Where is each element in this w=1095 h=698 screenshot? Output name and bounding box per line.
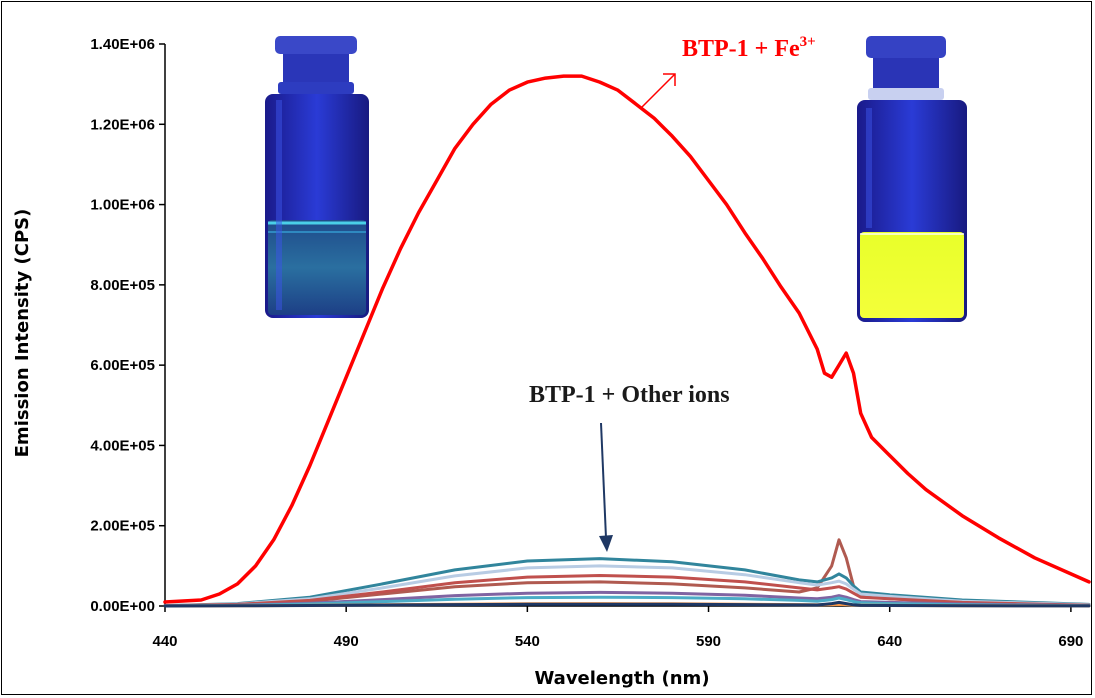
series-line-8: [163, 600, 1091, 608]
x-tick-label: 490: [334, 633, 359, 650]
y-axis-title: Emission Intensity (CPS): [12, 209, 33, 458]
series-line-6: [163, 595, 1091, 608]
y-tick-label: 0.00E+00: [90, 598, 155, 615]
annotation-fe: BTP-1 + Fe3+: [682, 34, 816, 62]
y-tick-label: 8.00E+05: [90, 277, 155, 294]
y-tick-label: 1.40E+06: [90, 36, 155, 53]
x-tick-label: 590: [696, 633, 721, 650]
annotation-other-arrowhead: [599, 535, 613, 552]
series-line-2: [163, 557, 1091, 608]
annotation-fe-text: BTP-1 + Fe: [682, 36, 800, 62]
y-tick-label: 4.00E+05: [90, 437, 155, 454]
series-line-0: [163, 74, 1091, 604]
series-line-4: [163, 574, 1091, 608]
annotation-fe-arrowhead: [663, 73, 676, 86]
series-line-3: [163, 564, 1091, 608]
annotation-fe-superscript: 3+: [800, 34, 816, 50]
vial-photo-left: [265, 36, 369, 318]
x-tick-label: 540: [515, 633, 540, 650]
y-tick-label: 2.00E+05: [90, 518, 155, 535]
y-tick-label: 1.00E+06: [90, 197, 155, 214]
x-tick-label: 690: [1058, 633, 1083, 650]
vial-photo-right: [857, 36, 967, 322]
annotation-other-arrow: [600, 422, 607, 539]
x-tick-label: 640: [877, 633, 902, 650]
y-tick-label: 6.00E+05: [90, 357, 155, 374]
x-axis-title: Wavelength (nm): [534, 668, 709, 689]
x-tick-label: 440: [152, 633, 177, 650]
y-tick-label: 1.20E+06: [90, 116, 155, 133]
annotation-fe-arrow: [640, 73, 676, 109]
annotation-other: BTP-1 + Other ions: [529, 382, 730, 408]
